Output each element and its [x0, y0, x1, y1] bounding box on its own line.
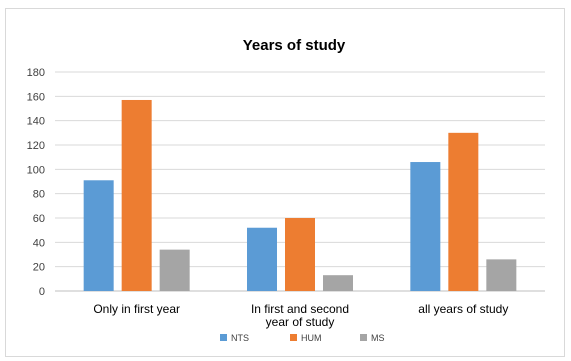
legend-swatch-ms	[360, 334, 367, 341]
legend-label-nts: NTS	[231, 333, 249, 343]
chart-title: Years of study	[243, 37, 346, 54]
y-tick-label: 60	[33, 213, 45, 225]
bar-ms-0	[159, 249, 190, 291]
legend-label-hum: HUM	[301, 333, 322, 343]
bar-hum-2	[448, 132, 479, 291]
bar-nts-1	[247, 227, 277, 291]
bar-nts-2	[410, 162, 441, 291]
bars	[83, 99, 517, 291]
bar-ms-1	[323, 275, 353, 291]
x-category-label: year of study	[266, 315, 335, 329]
x-axis-labels: Only in first year In first and secondyea…	[93, 302, 508, 329]
x-category-label: all years of study	[418, 302, 508, 316]
y-tick-label: 140	[27, 116, 45, 128]
y-tick-label: 0	[39, 286, 45, 298]
y-axis-ticks: 0 20 40 60 80 100 120 140 160 180	[27, 67, 45, 298]
legend-label-ms: MS	[371, 333, 385, 343]
legend-swatch-nts	[220, 334, 227, 341]
bar-hum-1	[285, 218, 315, 291]
y-tick-label: 160	[27, 91, 45, 103]
legend: NTS HUM MS	[220, 333, 385, 343]
y-tick-label: 100	[27, 164, 45, 176]
y-tick-label: 20	[33, 262, 45, 274]
bar-nts-0	[83, 180, 114, 291]
x-category-label: Only in first year	[93, 302, 180, 316]
bar-ms-2	[486, 259, 517, 291]
y-tick-label: 180	[27, 67, 45, 79]
y-tick-label: 80	[33, 189, 45, 201]
y-tick-label: 120	[27, 140, 45, 152]
x-category-label: In first and second	[251, 302, 349, 316]
legend-swatch-hum	[290, 334, 297, 341]
y-tick-label: 40	[33, 237, 45, 249]
bar-hum-0	[121, 99, 152, 291]
